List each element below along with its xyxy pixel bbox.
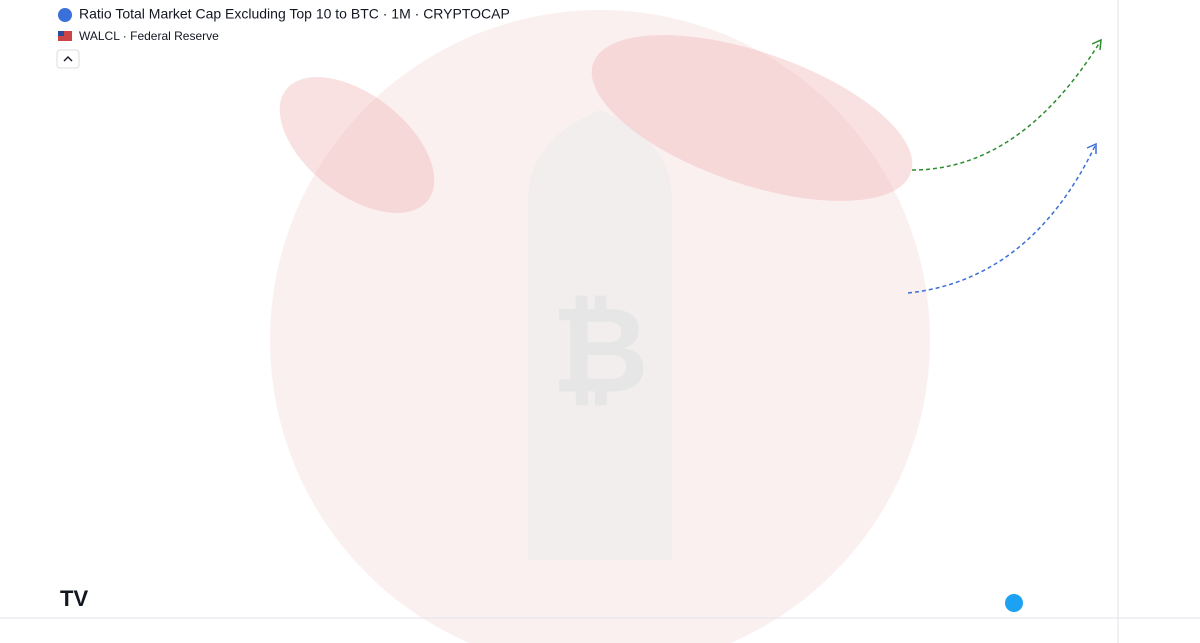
- projection-arrow: [911, 41, 1101, 171]
- highlight-ellipse: [279, 77, 435, 213]
- arrow-head: [1086, 142, 1097, 154]
- annotations: [907, 38, 1102, 294]
- flag-icon: [58, 31, 72, 41]
- projection-arrow: [907, 145, 1096, 294]
- highlight-ellipse: [591, 35, 913, 201]
- arrow-head: [1091, 38, 1102, 51]
- symbol-icon: [58, 8, 72, 22]
- collapse-icon: [63, 56, 73, 62]
- bitcoin-watermark: [528, 110, 672, 560]
- flag-icon: [58, 31, 64, 36]
- chart-title: Ratio Total Market Cap Excluding Top 10 …: [79, 6, 510, 22]
- tv-logo: TV: [60, 586, 88, 611]
- collapse-button[interactable]: [56, 49, 80, 69]
- twitter-icon: [1005, 594, 1023, 612]
- background: ₿: [270, 10, 930, 643]
- header: Ratio Total Market Cap Excluding Top 10 …: [56, 6, 1023, 612]
- chart-subtitle: WALCL · Federal Reserve: [79, 29, 219, 43]
- bitcoin-symbol: ₿: [551, 284, 649, 418]
